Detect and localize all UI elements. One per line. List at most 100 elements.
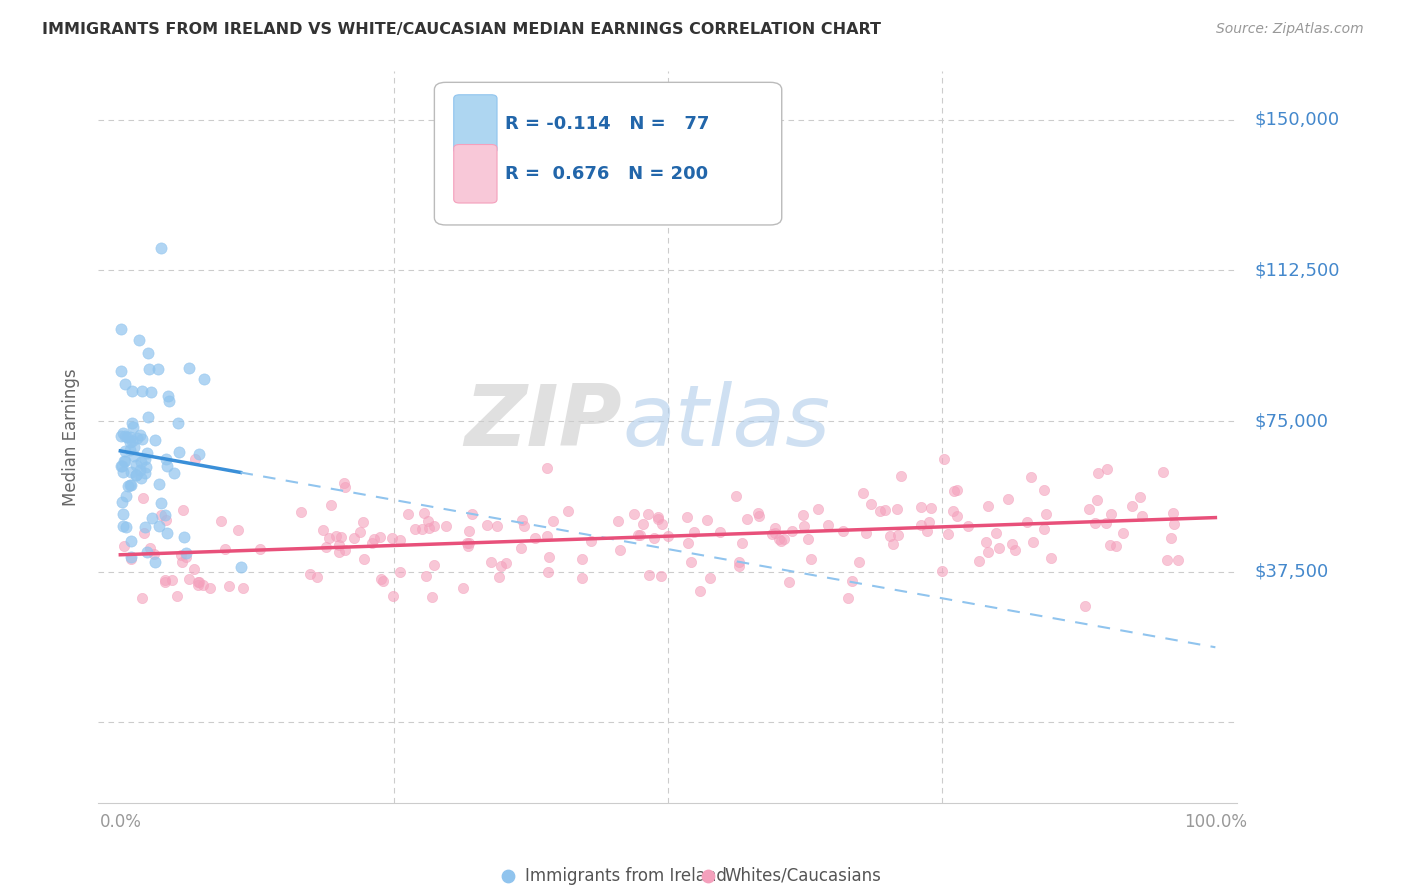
Point (353, 552, 375, 566)
Point (879, 529, 901, 543)
Point (120, 430, 142, 444)
Point (129, 428, 152, 442)
Text: Source: ZipAtlas.com: Source: ZipAtlas.com (1216, 22, 1364, 37)
Point (461, 507, 484, 521)
Point (475, 518, 498, 533)
Point (328, 545, 350, 559)
Point (735, 512, 758, 526)
Point (418, 521, 440, 535)
Point (229, 559, 252, 574)
Point (114, 428, 136, 442)
Point (333, 476, 356, 491)
Point (174, 546, 197, 560)
Point (609, 543, 631, 558)
Point (415, 569, 437, 583)
Point (793, 519, 815, 533)
Point (128, 333, 150, 347)
Y-axis label: Median Earnings: Median Earnings (62, 368, 80, 506)
Point (370, 572, 392, 586)
Point (695, 715, 717, 730)
Point (457, 536, 479, 550)
Point (728, 559, 751, 574)
Point (170, 548, 193, 562)
Point (136, 410, 159, 425)
Point (606, 514, 628, 528)
Point (638, 568, 661, 582)
Point (150, 496, 173, 510)
Point (153, 508, 176, 523)
Point (143, 547, 166, 561)
Point (333, 542, 356, 557)
Point (120, 435, 142, 450)
Point (122, 420, 145, 434)
Point (134, 519, 156, 533)
Point (115, 519, 138, 533)
Point (647, 512, 669, 526)
Point (138, 362, 160, 376)
Point (761, 526, 783, 541)
Point (118, 442, 141, 457)
Point (1098, 538, 1121, 552)
Point (946, 508, 969, 523)
Point (579, 534, 602, 549)
Point (226, 523, 249, 537)
Point (396, 508, 419, 522)
Point (637, 507, 659, 521)
Point (120, 477, 142, 491)
Point (157, 393, 180, 408)
Point (110, 364, 132, 378)
Text: $112,500: $112,500 (1254, 261, 1340, 279)
Point (837, 591, 859, 605)
Point (657, 529, 679, 543)
Point (170, 555, 193, 569)
Point (915, 524, 938, 538)
Point (456, 535, 478, 549)
Point (157, 389, 180, 403)
Point (209, 514, 232, 528)
Point (183, 562, 205, 576)
Point (800, 552, 823, 566)
Point (148, 477, 170, 491)
Point (1022, 535, 1045, 549)
Text: IMMIGRANTS FROM IRELAND VS WHITE/CAUCASIAN MEDIAN EARNINGS CORRELATION CHART: IMMIGRANTS FROM IRELAND VS WHITE/CAUCASI… (42, 22, 882, 37)
Point (249, 541, 271, 556)
Point (510, 513, 533, 527)
Point (436, 519, 458, 533)
Point (1019, 469, 1042, 483)
Point (523, 531, 546, 545)
Text: $37,500: $37,500 (1254, 563, 1329, 581)
Point (174, 550, 197, 565)
Point (852, 485, 875, 500)
Point (988, 541, 1011, 555)
Point (541, 514, 564, 528)
Point (129, 455, 152, 469)
Point (325, 529, 347, 543)
Point (318, 531, 340, 545)
Point (368, 530, 391, 544)
Point (731, 536, 754, 550)
Point (169, 444, 191, 458)
Point (728, 555, 751, 569)
Point (136, 445, 159, 459)
FancyBboxPatch shape (434, 82, 782, 225)
Text: Immigrants from Ireland: Immigrants from Ireland (526, 867, 727, 885)
Point (1167, 553, 1189, 567)
Point (200, 582, 222, 596)
Point (122, 449, 145, 463)
Point (118, 477, 141, 491)
Point (382, 589, 405, 603)
Point (120, 552, 142, 566)
Point (942, 504, 965, 518)
Point (112, 454, 135, 468)
Point (1001, 537, 1024, 551)
Point (129, 470, 152, 484)
Point (1105, 539, 1128, 553)
Point (146, 361, 169, 376)
Point (682, 524, 704, 539)
Point (1112, 525, 1135, 540)
Point (984, 525, 1007, 540)
Point (627, 528, 650, 542)
Point (187, 578, 209, 592)
Point (557, 503, 579, 517)
Point (156, 526, 179, 541)
